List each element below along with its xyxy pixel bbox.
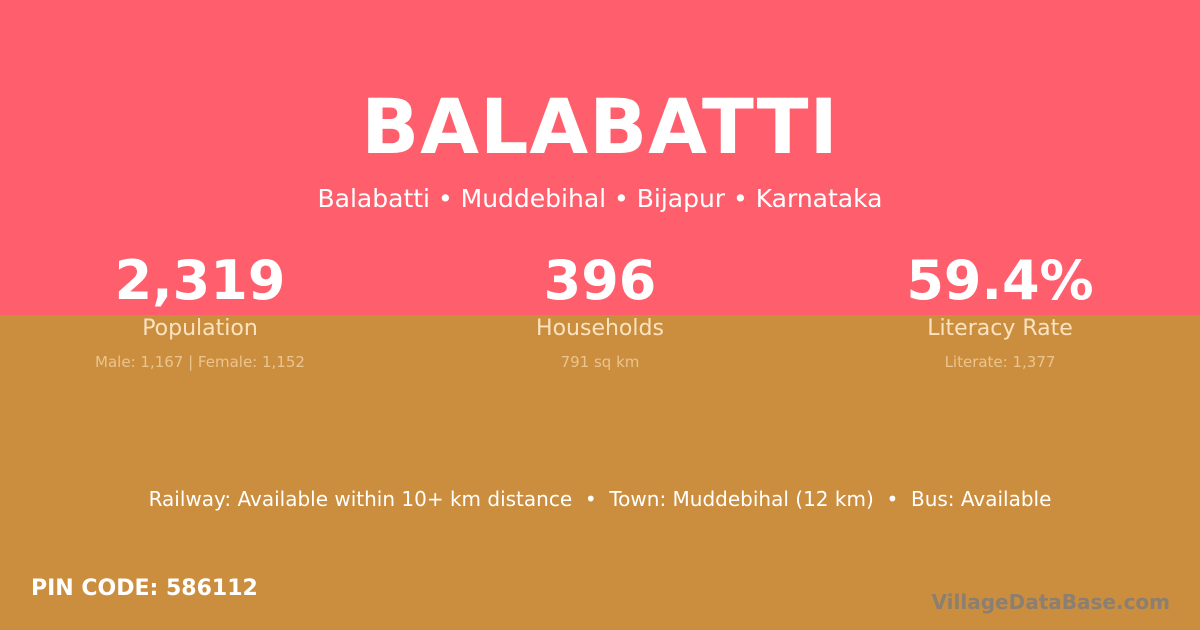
stat-population: 2,319 Population Male: 1,167 | Female: 1… bbox=[0, 248, 400, 371]
stat-label: Literacy Rate bbox=[927, 316, 1073, 341]
stat-detail: Literate: 1,377 bbox=[944, 353, 1056, 371]
site-logo: VillageDataBase.com bbox=[931, 590, 1170, 614]
stat-detail: Male: 1,167 | Female: 1,152 bbox=[95, 353, 305, 371]
stat-label: Population bbox=[142, 316, 258, 341]
stat-label: Households bbox=[536, 316, 664, 341]
amenities-info: Railway: Available within 10+ km distanc… bbox=[148, 487, 1052, 511]
pin-code: PIN CODE: 586112 bbox=[31, 576, 258, 601]
village-title: BALABATTI bbox=[361, 82, 839, 171]
stat-detail: 791 sq km bbox=[560, 353, 640, 371]
stat-literacy: 59.4% Literacy Rate Literate: 1,377 bbox=[800, 248, 1200, 371]
stat-value: 396 bbox=[543, 249, 657, 312]
stat-value: 59.4% bbox=[906, 249, 1094, 312]
stat-value: 2,319 bbox=[114, 249, 286, 312]
stat-households: 396 Households 791 sq km bbox=[400, 248, 800, 371]
footer-band bbox=[0, 315, 1200, 630]
breadcrumb: Balabatti • Muddebihal • Bijapur • Karna… bbox=[317, 184, 883, 213]
header-band bbox=[0, 0, 1200, 315]
